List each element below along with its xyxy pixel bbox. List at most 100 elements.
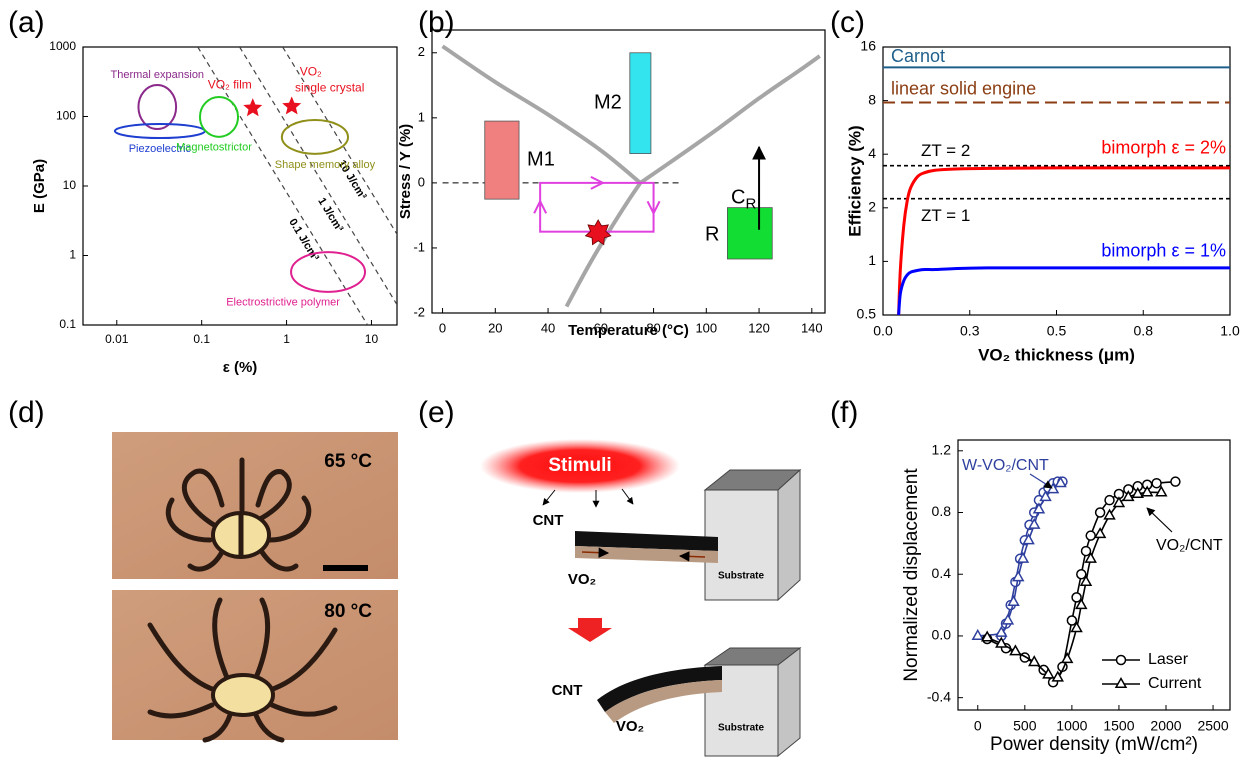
x-tick-label: 0.8: [1134, 323, 1154, 339]
x-tick-label: 1000: [1056, 718, 1087, 734]
marker-triangle: [1054, 476, 1067, 488]
marker-triangle: [1112, 496, 1126, 508]
region-label: Electrostrictive polymer: [226, 297, 340, 309]
x-tick-label: 0.01: [105, 332, 129, 346]
marker-triangle: [971, 628, 984, 640]
plot-area: [883, 66, 1230, 315]
photo-label: 65 °C: [324, 451, 372, 472]
y-tick-label: 1: [418, 109, 425, 124]
x-tick-label: 10: [365, 332, 379, 346]
efficiency-curve: [897, 266, 1230, 315]
y-axis-label: E (GPa): [31, 159, 48, 213]
y-tick-label: 0.4: [932, 565, 952, 581]
reference-label: ZT = 1: [921, 206, 970, 225]
y-tick-label: 1: [69, 248, 76, 262]
loop-arrow: [590, 175, 606, 190]
marker-circle: [1104, 494, 1115, 506]
marker-triangle: [1039, 490, 1052, 502]
x-tick-label: 2500: [1197, 718, 1228, 734]
panel-label: (d): [8, 396, 45, 429]
marker-triangle: [1122, 490, 1135, 502]
substrate-side: [777, 468, 801, 602]
marker-triangle: [1001, 613, 1015, 625]
gripper-top: [165, 457, 312, 572]
plot-frame: [431, 29, 826, 314]
y-axis-label: Efficiency (%): [845, 125, 864, 236]
x-tick-label: 40: [541, 320, 555, 335]
marker-triangle: [1084, 551, 1097, 563]
marker-circle: [1066, 615, 1078, 626]
marker-circle: [1094, 507, 1106, 518]
marker-triangle: [1070, 621, 1083, 633]
point-label: VO₂ film: [208, 77, 252, 91]
y-tick-label: 0.1: [59, 317, 76, 331]
group-arrow: [1029, 473, 1053, 489]
marker-triangle: [1060, 652, 1074, 664]
x-tick-label: 0.0: [873, 323, 893, 339]
vo2-label: VO₂: [616, 718, 644, 735]
marker-circle: [1085, 530, 1096, 541]
y-axis-label: Stress / Y (%): [397, 124, 414, 219]
diagram-panel: Stimuli CNT VO₂ Substrate CNT VO₂ Substr…: [480, 439, 802, 758]
x-tick-label: 500: [1013, 718, 1037, 734]
panel-label: (e): [418, 396, 455, 429]
y-tick-label: 1: [868, 252, 876, 268]
x-tick-label: 1: [283, 332, 290, 346]
marker-triangle: [1131, 486, 1144, 499]
substrate-label: Substrate: [718, 571, 765, 582]
y-tick-label: 8: [868, 91, 876, 107]
panel-label: (b): [418, 6, 455, 39]
y-tick-label: 2: [418, 44, 425, 59]
marker-triangle: [1009, 644, 1022, 656]
marker-circle: [1115, 654, 1127, 666]
marker-triangle: [1051, 670, 1064, 682]
stimuli-glow: [480, 439, 680, 493]
marker-triangle: [1016, 551, 1030, 563]
phase-region: [727, 207, 773, 260]
series-label: bimorph ε = 2%: [1101, 138, 1226, 158]
x-tick-label: 0: [439, 320, 446, 335]
loop-arrow: [646, 200, 661, 216]
phase-boundary: [639, 54, 821, 185]
x-axis-label: Power density (mW/cm²): [990, 734, 1198, 755]
y-tick-label: 10: [63, 178, 77, 192]
energy-line: [282, 47, 397, 236]
phase-label: M1: [527, 148, 555, 170]
marker-triangle: [1114, 676, 1128, 689]
arrow-label-sub: R: [746, 195, 757, 212]
y-tick-label: 1000: [49, 39, 76, 53]
cnt-layer: [575, 531, 718, 551]
y-tick-label: 100: [56, 109, 76, 123]
reference-label: linear solid engine: [891, 78, 1036, 98]
y-tick-label: -0.4: [927, 688, 951, 704]
marker-triangle: [1079, 574, 1093, 586]
region-label: Piezoelectric: [129, 143, 192, 155]
stimuli-arrow: [621, 488, 634, 505]
reference-label: ZT = 2: [921, 141, 970, 160]
vo2-layer: [605, 680, 722, 723]
marker-triangle: [1075, 598, 1088, 610]
legend-label: Current: [1148, 675, 1202, 692]
stimuli-arrow: [542, 489, 556, 506]
y-tick-label: 0.0: [932, 627, 952, 643]
legend-label: Laser: [1148, 651, 1189, 668]
point-label: VO₂: [300, 65, 322, 79]
stimuli-label: Stimuli: [548, 455, 611, 476]
y-tick-label: 2: [868, 199, 876, 215]
marker-triangle: [1012, 570, 1025, 582]
y-tick-label: 4: [868, 145, 876, 161]
panel-label: (f): [830, 396, 858, 429]
energy-line: [197, 47, 369, 325]
group-label: W-VO₂/CNT: [962, 457, 1049, 474]
energy-label: 1 J/cm³: [315, 196, 345, 235]
reference-label: Carnot: [891, 46, 945, 66]
loop-arrow: [533, 199, 548, 214]
state-star: [584, 219, 612, 246]
marker-triangle: [995, 636, 1008, 648]
y-tick-label: 16: [860, 38, 876, 54]
phase-region: [484, 120, 520, 200]
group-label: VO₂/CNT: [1156, 537, 1223, 554]
phase-label: M2: [594, 91, 622, 113]
marker-triangle: [1028, 517, 1041, 529]
